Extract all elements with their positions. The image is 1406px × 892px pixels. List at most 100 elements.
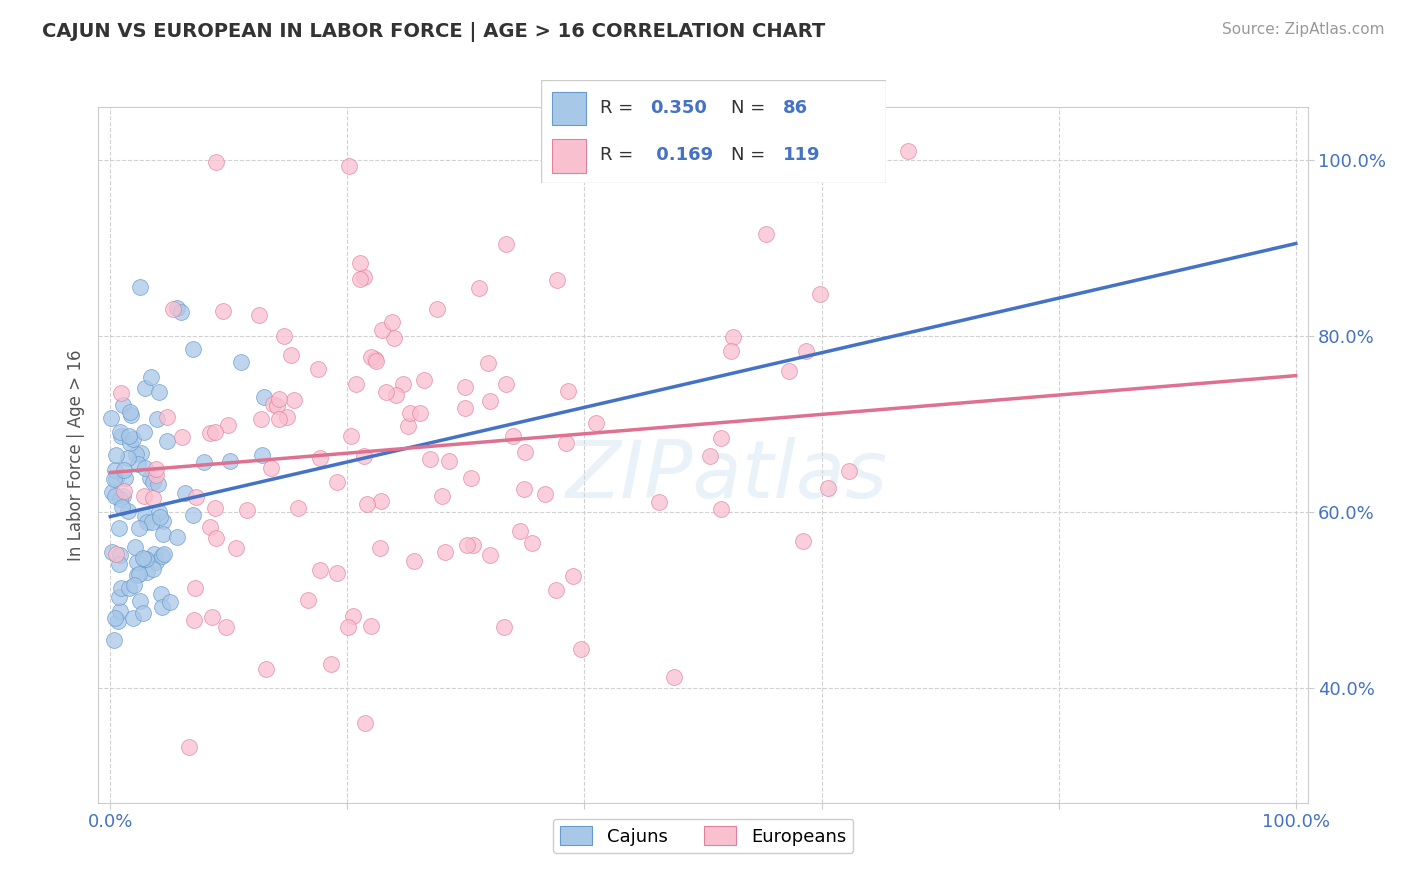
Point (108, 591, 131, 605)
Point (280, 348, 302, 362)
Point (108, 558, 131, 572)
Point (557, 384, 579, 398)
Point (132, 550, 155, 565)
Point (201, 609, 224, 624)
Point (112, 398, 135, 412)
Point (104, 490, 127, 504)
Point (146, 412, 169, 426)
Point (121, 611, 143, 625)
Point (166, 530, 188, 544)
Point (522, 536, 544, 550)
Point (721, 329, 744, 343)
Point (152, 527, 174, 541)
Point (344, 377, 367, 392)
Point (755, 227, 778, 241)
Point (181, 343, 204, 357)
Point (139, 369, 162, 384)
Y-axis label: In Labor Force | Age > 16: In Labor Force | Age > 16 (66, 349, 84, 561)
Point (309, 450, 332, 465)
Point (419, 451, 441, 466)
Point (132, 607, 155, 621)
Point (260, 460, 283, 475)
Point (562, 568, 585, 582)
Point (204, 531, 226, 545)
Point (142, 547, 165, 561)
Point (792, 533, 814, 548)
Point (384, 331, 406, 345)
Point (219, 453, 242, 467)
Point (250, 412, 273, 426)
Point (374, 384, 396, 399)
Text: 119: 119 (782, 145, 820, 163)
Point (360, 619, 382, 633)
Point (569, 642, 592, 657)
Point (132, 489, 155, 503)
Point (129, 446, 152, 460)
Point (107, 614, 129, 628)
Point (262, 397, 284, 411)
Text: 0.169: 0.169 (650, 145, 713, 163)
Point (353, 270, 375, 285)
Point (135, 552, 157, 566)
Point (283, 392, 305, 407)
Point (110, 581, 132, 595)
Point (108, 605, 131, 619)
Point (134, 381, 156, 395)
Point (200, 425, 222, 440)
Point (247, 308, 270, 322)
Point (479, 393, 502, 408)
Point (467, 281, 489, 295)
Point (136, 515, 159, 529)
Point (184, 581, 207, 595)
Point (104, 611, 127, 625)
Text: Source: ZipAtlas.com: Source: ZipAtlas.com (1222, 22, 1385, 37)
Point (810, 286, 832, 301)
Point (454, 401, 477, 415)
Point (720, 344, 742, 359)
Text: R =: R = (600, 145, 638, 163)
Point (460, 471, 482, 485)
Point (153, 547, 176, 561)
Point (287, 500, 309, 515)
Point (461, 538, 484, 552)
Point (225, 541, 247, 555)
Point (371, 323, 394, 337)
Point (454, 380, 477, 394)
Point (478, 548, 501, 562)
Point (118, 429, 141, 443)
Point (172, 430, 194, 444)
Point (533, 487, 555, 501)
Legend: Cajuns, Europeans: Cajuns, Europeans (553, 819, 853, 853)
Point (118, 405, 141, 419)
Point (370, 494, 392, 508)
Point (495, 237, 517, 252)
Point (204, 425, 226, 439)
Point (142, 561, 165, 575)
Point (699, 449, 721, 463)
Point (152, 514, 174, 528)
Point (125, 567, 148, 582)
Point (117, 450, 139, 465)
Point (235, 502, 257, 516)
Point (134, 425, 156, 440)
Point (118, 581, 141, 595)
Point (896, 144, 918, 158)
Point (396, 419, 419, 434)
Point (326, 566, 349, 580)
Text: ZIPatlas: ZIPatlas (567, 437, 889, 515)
Point (111, 489, 134, 503)
Point (150, 599, 173, 614)
Text: N =: N = (731, 100, 770, 118)
Point (349, 256, 371, 270)
Point (229, 355, 252, 369)
Point (838, 464, 860, 478)
Point (173, 486, 195, 500)
Point (353, 450, 375, 464)
Point (170, 305, 193, 319)
Point (166, 301, 188, 315)
Point (266, 399, 288, 413)
FancyBboxPatch shape (551, 139, 586, 173)
Point (104, 463, 127, 477)
Point (370, 541, 392, 555)
Point (404, 554, 426, 568)
